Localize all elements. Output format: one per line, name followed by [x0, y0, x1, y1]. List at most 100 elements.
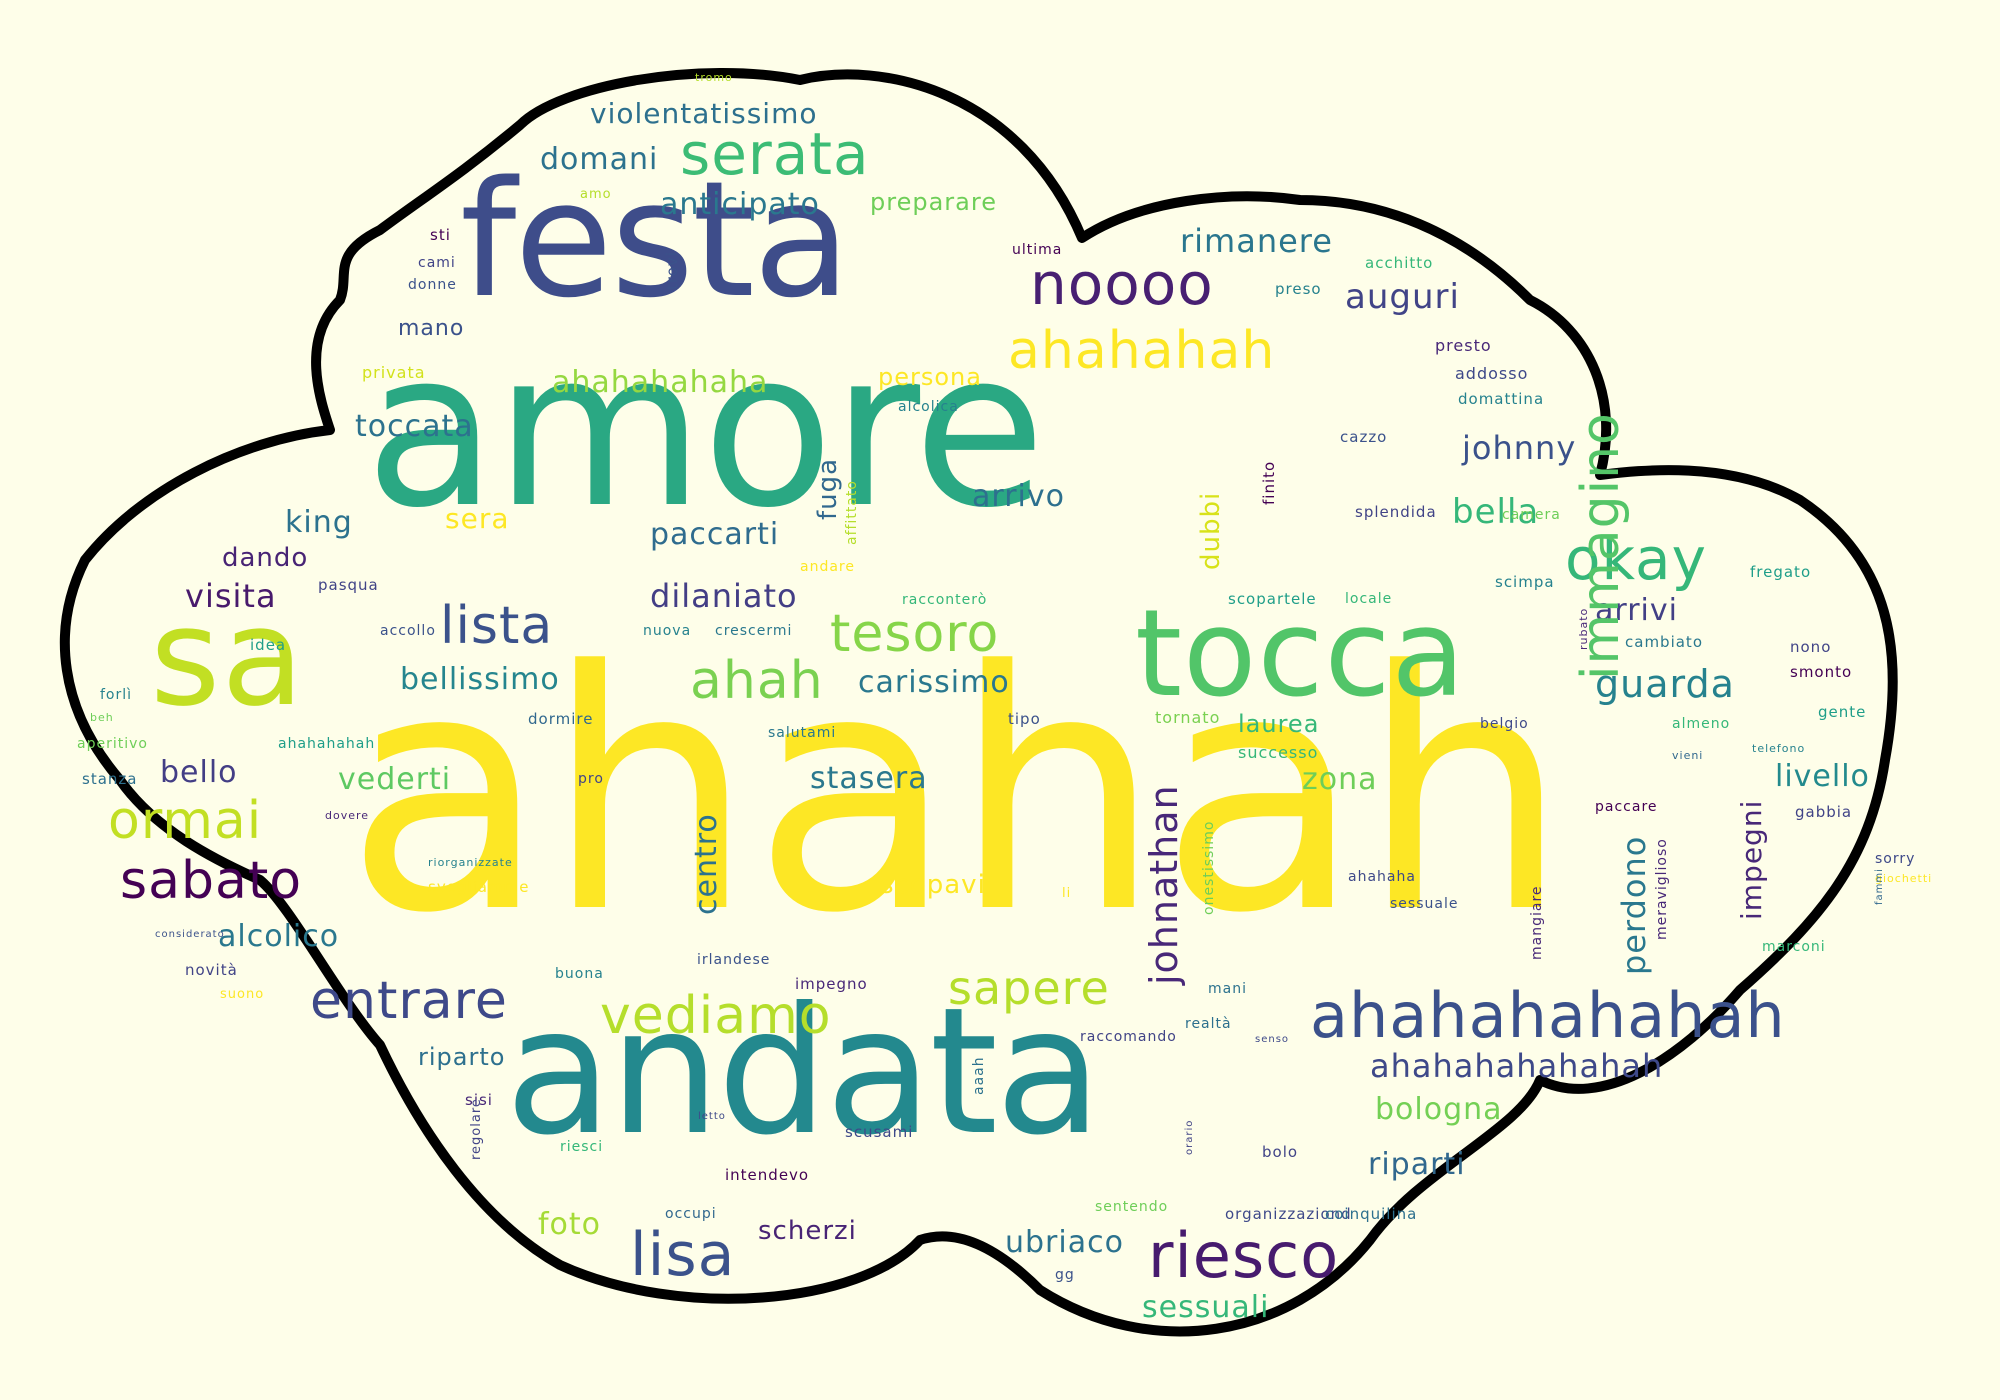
word-marconi: aaah	[971, 1056, 987, 1095]
word-sa: sa	[150, 579, 306, 736]
word-johnathan: johnathan	[1142, 784, 1186, 985]
word-bellissimo: bellissimo	[400, 662, 560, 697]
word-splendida: splendida	[1355, 503, 1437, 521]
word-paccare: paccare	[1595, 799, 1658, 815]
word-ahahahahah: ahahahahah	[278, 736, 376, 752]
word-riesci: intendevo	[725, 1166, 810, 1184]
word-ahahaha: ahahaha	[1348, 869, 1416, 885]
word-smonto: smonto	[1790, 663, 1853, 681]
word-locale: locale	[1345, 591, 1393, 607]
word-sera: sera	[445, 502, 510, 535]
word-scimpa: scimpa	[1495, 573, 1555, 591]
word-violentatissimo: violentatissimo	[590, 97, 818, 130]
word-tornato: tornato	[1155, 708, 1221, 727]
word-cami: donne	[408, 277, 457, 293]
word-visita: visita	[185, 577, 277, 615]
word-dubbi: bella	[1452, 492, 1540, 532]
word-riparti: riparti	[1368, 1147, 1466, 1182]
word-cambiato: cambiato	[1625, 633, 1703, 651]
word-beh: senso	[1255, 1034, 1290, 1045]
word-intendevo: occupi	[665, 1206, 717, 1222]
word-svegliamme: svegliamme	[428, 878, 530, 896]
word-entrare: entrare	[310, 971, 508, 1031]
word-nuova: nuova	[643, 623, 692, 639]
word-novità: suono	[220, 987, 265, 1002]
word-toccata: toccata	[355, 409, 474, 444]
word-sorry: giochetti	[1875, 872, 1933, 885]
word-preso: preso	[1275, 280, 1322, 298]
word-suono: buona	[555, 966, 604, 982]
word-giochetti: considerato	[155, 929, 225, 940]
word-ormai: ormai	[108, 791, 263, 851]
word-domattina: domattina	[1458, 390, 1545, 408]
word-sabato: sabato	[120, 851, 303, 911]
word-camera: camera	[1502, 507, 1561, 523]
word-paccarti: dubbi	[1196, 491, 1226, 570]
word-auguri: auguri	[1345, 277, 1460, 317]
word-arrivo: arrivo	[972, 479, 1065, 514]
word-senso: tromo	[695, 71, 733, 84]
word-bologna: bologna	[1375, 1092, 1503, 1127]
word-impegno: mani	[1208, 981, 1247, 997]
word-amo: sti	[430, 226, 451, 244]
word-carissimo: carissimo	[858, 665, 1010, 700]
word-okay: okay	[1565, 525, 1707, 593]
word-sisi: regolare	[469, 1098, 484, 1160]
word-ubriaco: ubriaco	[1005, 1225, 1124, 1260]
word-andata: andata	[505, 971, 1102, 1174]
word-onestissimo: onestissimo	[1201, 820, 1217, 915]
word-zona: zona	[1302, 762, 1378, 797]
word-irlandese: impegno	[795, 975, 868, 993]
word-trovi: trovi	[663, 251, 681, 290]
word-arrivi: arrivi	[1595, 593, 1678, 628]
word-orario: bolo	[1262, 1143, 1299, 1161]
word-bello: bello	[160, 755, 238, 790]
word-mani: raccomando	[1080, 1029, 1177, 1045]
word-foto: foto	[538, 1207, 602, 1242]
word-rimanere: rimanere	[1180, 222, 1333, 260]
word-gente: gente	[1818, 703, 1867, 721]
word-bolo: riesci	[560, 1139, 604, 1155]
word-serata: serata	[680, 120, 870, 188]
word-buona: irlandese	[697, 952, 771, 968]
word-successo: successo	[1238, 743, 1319, 762]
word-riparto: riparto	[418, 1043, 506, 1071]
word-letto: scusami	[845, 1123, 914, 1141]
word-guarda: guarda	[1595, 662, 1735, 706]
word-privata: privata	[362, 363, 426, 382]
word-regolare: letto	[698, 1111, 726, 1122]
word-riesco: riesco	[1148, 1219, 1340, 1292]
word-racconterò: racconterò	[902, 592, 988, 608]
word-affittato: affittato	[844, 480, 860, 545]
word-stanza: stanza	[82, 770, 138, 788]
word-scusami: orario	[1184, 1119, 1195, 1155]
word-lista: lista	[440, 596, 554, 656]
word-fuga: paccarti	[650, 517, 780, 552]
word-nono: nono	[1790, 638, 1832, 656]
word-mano: mano	[398, 316, 465, 341]
word-centro: centro	[689, 813, 724, 915]
cloud-shape	[59, 68, 1898, 1337]
word-gg: beh	[90, 711, 114, 724]
word-aaah: sisi	[465, 1091, 493, 1109]
word-persona: persona	[878, 363, 982, 391]
word-gabbia: gabbia	[1795, 803, 1853, 821]
word-sessuali: sessuali	[1142, 1290, 1270, 1325]
word-impegni: impegni	[1735, 799, 1768, 920]
word-cazzo: cazzo	[1340, 428, 1388, 446]
word-vieni: vieni	[1672, 749, 1704, 762]
word-li: li	[1062, 886, 1072, 901]
word-caro: sorry	[1875, 851, 1916, 867]
word-vederti: vederti	[338, 762, 452, 797]
word-forlì: forlì	[100, 687, 133, 703]
word-amore: amore	[365, 304, 1046, 555]
word-festa: festa	[460, 146, 851, 333]
word-occupi: sentendo	[1095, 1199, 1169, 1215]
word-fregato: fregato	[1750, 563, 1812, 581]
word-bella: fuga	[813, 457, 843, 520]
word-livello: livello	[1775, 759, 1870, 794]
word-sapere: sapere	[948, 961, 1110, 1015]
word-sessuale: sessuale	[1390, 896, 1459, 912]
word-domani: domani	[540, 142, 659, 177]
